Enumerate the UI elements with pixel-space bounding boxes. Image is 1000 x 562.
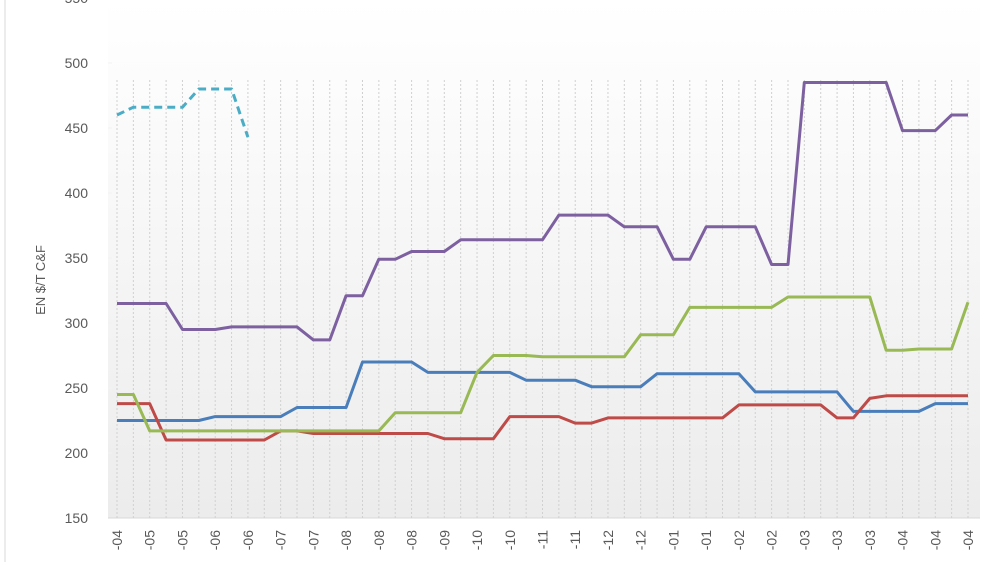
y-tick-label: 250 — [65, 380, 89, 396]
grid — [108, 62, 980, 519]
series-line — [117, 360, 968, 422]
x-tick-label: -03 — [862, 530, 878, 550]
y-tick-label: 500 — [65, 55, 89, 71]
x-tick-label: -05 — [174, 530, 190, 550]
x-tick-label: -06 — [240, 530, 256, 550]
x-tick-label: -12 — [633, 530, 649, 550]
y-tick-label: 300 — [65, 315, 89, 331]
x-tick-label: -06 — [207, 530, 223, 550]
y-tick-label: 200 — [65, 445, 89, 461]
y-axis-title: EN $/T C&F — [33, 245, 48, 315]
x-tick-label: -04 — [927, 530, 943, 550]
x-tick-label: -11 — [535, 530, 551, 549]
y-tick-label: 550 — [65, 0, 89, 6]
x-tick-label: -08 — [338, 530, 354, 550]
x-tick-label: -02 — [731, 530, 747, 550]
x-tick-label: -01 — [665, 530, 681, 550]
y-tick-label: 350 — [65, 250, 89, 266]
y-tick-label: 450 — [65, 120, 89, 136]
x-tick-label: -05 — [142, 530, 158, 550]
x-tick-label: -03 — [796, 530, 812, 550]
x-tick-label: -03 — [829, 530, 845, 550]
x-tick-label: -08 — [404, 530, 420, 550]
lines — [116, 81, 970, 442]
x-tick-label: -02 — [764, 530, 780, 550]
y-tick-label: 150 — [65, 510, 89, 526]
x-tick-label: -11 — [567, 530, 583, 549]
y-tick-label: 400 — [65, 185, 89, 201]
series-line — [117, 394, 968, 442]
x-tick-label: -07 — [273, 530, 289, 550]
x-tick-label: -04 — [960, 530, 976, 550]
series-line — [117, 81, 968, 342]
x-tick-label: -04 — [895, 530, 911, 550]
x-tick-label: -10 — [502, 530, 518, 550]
x-tick-label: -07 — [305, 530, 321, 550]
x-tick-label: -04 — [109, 530, 125, 550]
series-line — [116, 87, 250, 138]
x-tick-label: -12 — [600, 530, 616, 550]
x-tick-label: -08 — [371, 530, 387, 550]
series-line — [117, 295, 970, 433]
x-tick-label: -01 — [698, 530, 714, 550]
labels: 150 200 250 300 350 400 450 500 550 -04 -05 -05 -06 -… — [65, 0, 976, 550]
x-tick-label: -09 — [436, 530, 452, 550]
x-tick-label: -10 — [469, 530, 485, 550]
